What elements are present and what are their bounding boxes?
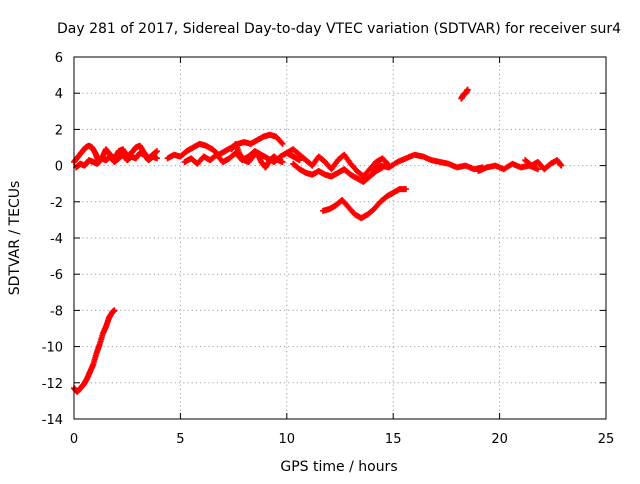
y-tick-label: 2	[55, 123, 63, 138]
data-point	[153, 148, 160, 155]
y-tick-label: -4	[50, 232, 63, 247]
y-tick-label: -6	[50, 268, 63, 283]
x-tick-label: 0	[70, 432, 78, 447]
x-axis-label: GPS time / hours	[280, 459, 397, 475]
x-tick-labels: 0 5 10 15 20 25	[70, 432, 614, 447]
series-sat-f	[228, 140, 286, 171]
series-sat-k	[458, 86, 471, 102]
y-tick-label: 4	[55, 87, 63, 102]
y-tick-label: -14	[42, 413, 63, 428]
data-point	[402, 186, 409, 193]
y-tick-label: -2	[50, 196, 63, 211]
data-point	[464, 86, 471, 93]
y-tick-label: 0	[55, 160, 63, 175]
series-sat-c	[73, 149, 160, 171]
x-tick-label: 20	[491, 432, 508, 447]
tick-marks	[73, 56, 607, 420]
data-point	[279, 158, 286, 165]
data-points	[71, 86, 565, 395]
data-point	[296, 157, 303, 164]
series-sat-a	[71, 307, 118, 395]
x-tick-label: 10	[279, 432, 296, 447]
data-point	[558, 162, 565, 169]
y-tick-label: 6	[55, 51, 63, 66]
series-sat-i	[319, 186, 409, 222]
x-tick-label: 5	[176, 432, 184, 447]
x-tick-label: 15	[385, 432, 402, 447]
y-tick-label: -12	[42, 377, 63, 392]
series-sat-m	[522, 157, 565, 173]
series-sat-g	[283, 146, 392, 180]
chart-title: Day 281 of 2017, Sidereal Day-to-day VTE…	[57, 21, 621, 37]
y-tick-label: -10	[42, 341, 63, 356]
series-sat-d	[164, 131, 286, 162]
y-tick-labels: -14 -12 -10 -8 -6 -4 -2 0 2 4 6	[42, 51, 63, 428]
series-sat-l	[475, 160, 541, 175]
x-tick-label: 25	[598, 432, 615, 447]
grid-layer	[74, 57, 606, 419]
data-point	[279, 140, 286, 147]
y-axis-label: SDTVAR / TECUs	[7, 181, 23, 296]
data-point	[534, 166, 541, 173]
data-point	[111, 307, 118, 314]
data-point	[153, 155, 160, 162]
y-tick-label: -8	[50, 304, 63, 319]
